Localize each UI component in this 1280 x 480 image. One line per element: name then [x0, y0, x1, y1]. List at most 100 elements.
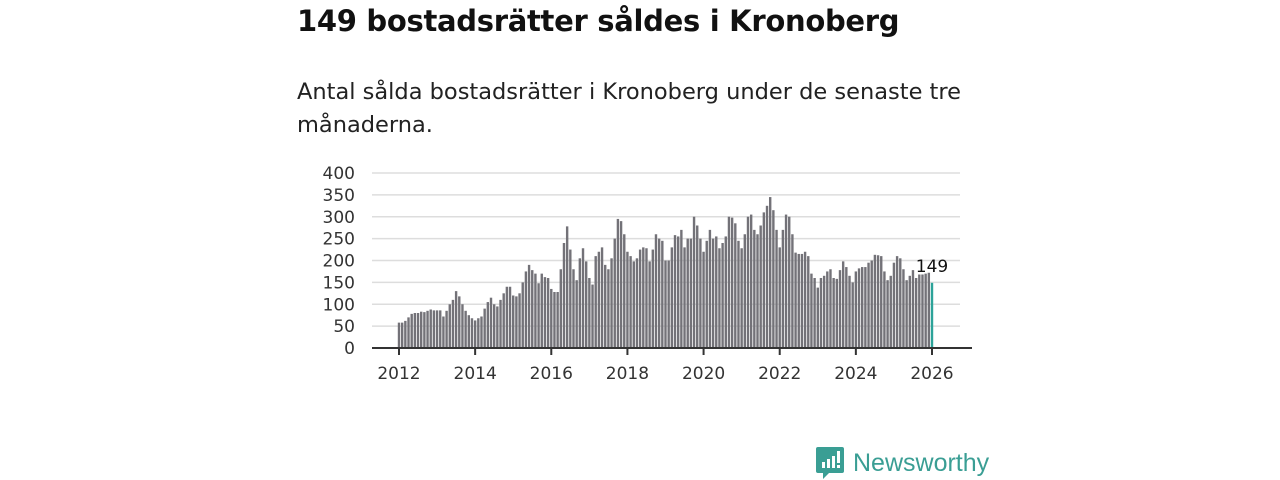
bar [512, 295, 515, 348]
bar [692, 216, 696, 348]
bar [651, 249, 655, 348]
bar [575, 280, 578, 348]
bar [578, 258, 582, 348]
y-tick-label: 100 [323, 295, 355, 315]
bar [899, 258, 902, 348]
bar [540, 273, 543, 348]
bar [724, 236, 727, 348]
bar [870, 260, 873, 348]
bar [518, 293, 521, 348]
bar [873, 254, 877, 348]
bar [642, 247, 645, 348]
x-tick-label: 2022 [758, 364, 801, 384]
bar [486, 302, 490, 348]
bar [473, 320, 477, 348]
bar [439, 310, 442, 348]
bar [683, 247, 686, 348]
bar [531, 270, 534, 348]
bar [768, 197, 772, 348]
bar [664, 260, 667, 348]
y-tick-label: 250 [323, 230, 355, 250]
bar [781, 229, 785, 348]
bar [696, 225, 699, 348]
bar [413, 313, 417, 348]
bar [715, 236, 718, 348]
bar [524, 271, 528, 348]
bar [914, 278, 918, 348]
bar [889, 275, 892, 348]
bar [851, 282, 854, 348]
y-tick-label: 200 [323, 252, 355, 272]
bar [407, 317, 410, 348]
bar [749, 214, 753, 348]
bar [880, 256, 883, 348]
bar [867, 262, 870, 348]
bar [499, 299, 502, 348]
bar [772, 210, 775, 348]
bar [756, 234, 759, 348]
bar [886, 280, 889, 348]
bar [480, 316, 483, 348]
bar [657, 238, 661, 348]
bar [835, 278, 839, 348]
bar [502, 293, 505, 348]
x-tick-label: 2016 [530, 364, 573, 384]
bar [797, 253, 800, 348]
bar [638, 249, 642, 348]
bar [400, 322, 404, 348]
bar [467, 315, 470, 348]
bar [442, 316, 445, 348]
y-tick-label: 300 [323, 208, 355, 228]
bar [727, 216, 731, 348]
bar [791, 234, 794, 348]
bar [673, 235, 677, 348]
bar [461, 304, 464, 348]
bar [448, 304, 451, 348]
bar [883, 271, 886, 348]
bar [841, 261, 845, 348]
bar [610, 258, 613, 348]
bar [537, 283, 540, 348]
bar [711, 238, 715, 348]
bar [423, 312, 426, 348]
x-tick-label: 2018 [606, 364, 649, 384]
bar [553, 292, 556, 348]
bars [397, 197, 934, 348]
bar [581, 248, 585, 348]
newsworthy-logo[interactable]: Newsworthy [815, 446, 989, 480]
bar [908, 275, 911, 348]
bar [876, 255, 880, 348]
bar [702, 251, 705, 348]
bar [635, 258, 639, 348]
bar [807, 256, 810, 348]
bar [429, 309, 432, 348]
bar [775, 229, 778, 348]
bar [521, 282, 524, 348]
bar [654, 234, 658, 348]
bar [626, 251, 629, 348]
y-tick-label: 400 [323, 164, 355, 184]
bar [489, 297, 493, 348]
bar [591, 284, 594, 348]
y-tick-label: 0 [344, 339, 355, 359]
bar [686, 238, 689, 348]
bar [619, 221, 623, 348]
bar [746, 216, 750, 348]
bar [753, 229, 756, 348]
bar [740, 248, 743, 348]
bar [594, 256, 597, 348]
bar [826, 271, 829, 348]
y-tick-label: 350 [323, 186, 355, 206]
bar [648, 261, 651, 348]
bar [416, 313, 420, 348]
bar [819, 278, 823, 348]
bar [470, 318, 474, 348]
bar [762, 212, 766, 348]
bar [556, 292, 559, 348]
bar [918, 274, 921, 348]
bar [645, 248, 648, 348]
bar [927, 272, 931, 348]
bar [864, 267, 867, 348]
bar [765, 205, 769, 348]
